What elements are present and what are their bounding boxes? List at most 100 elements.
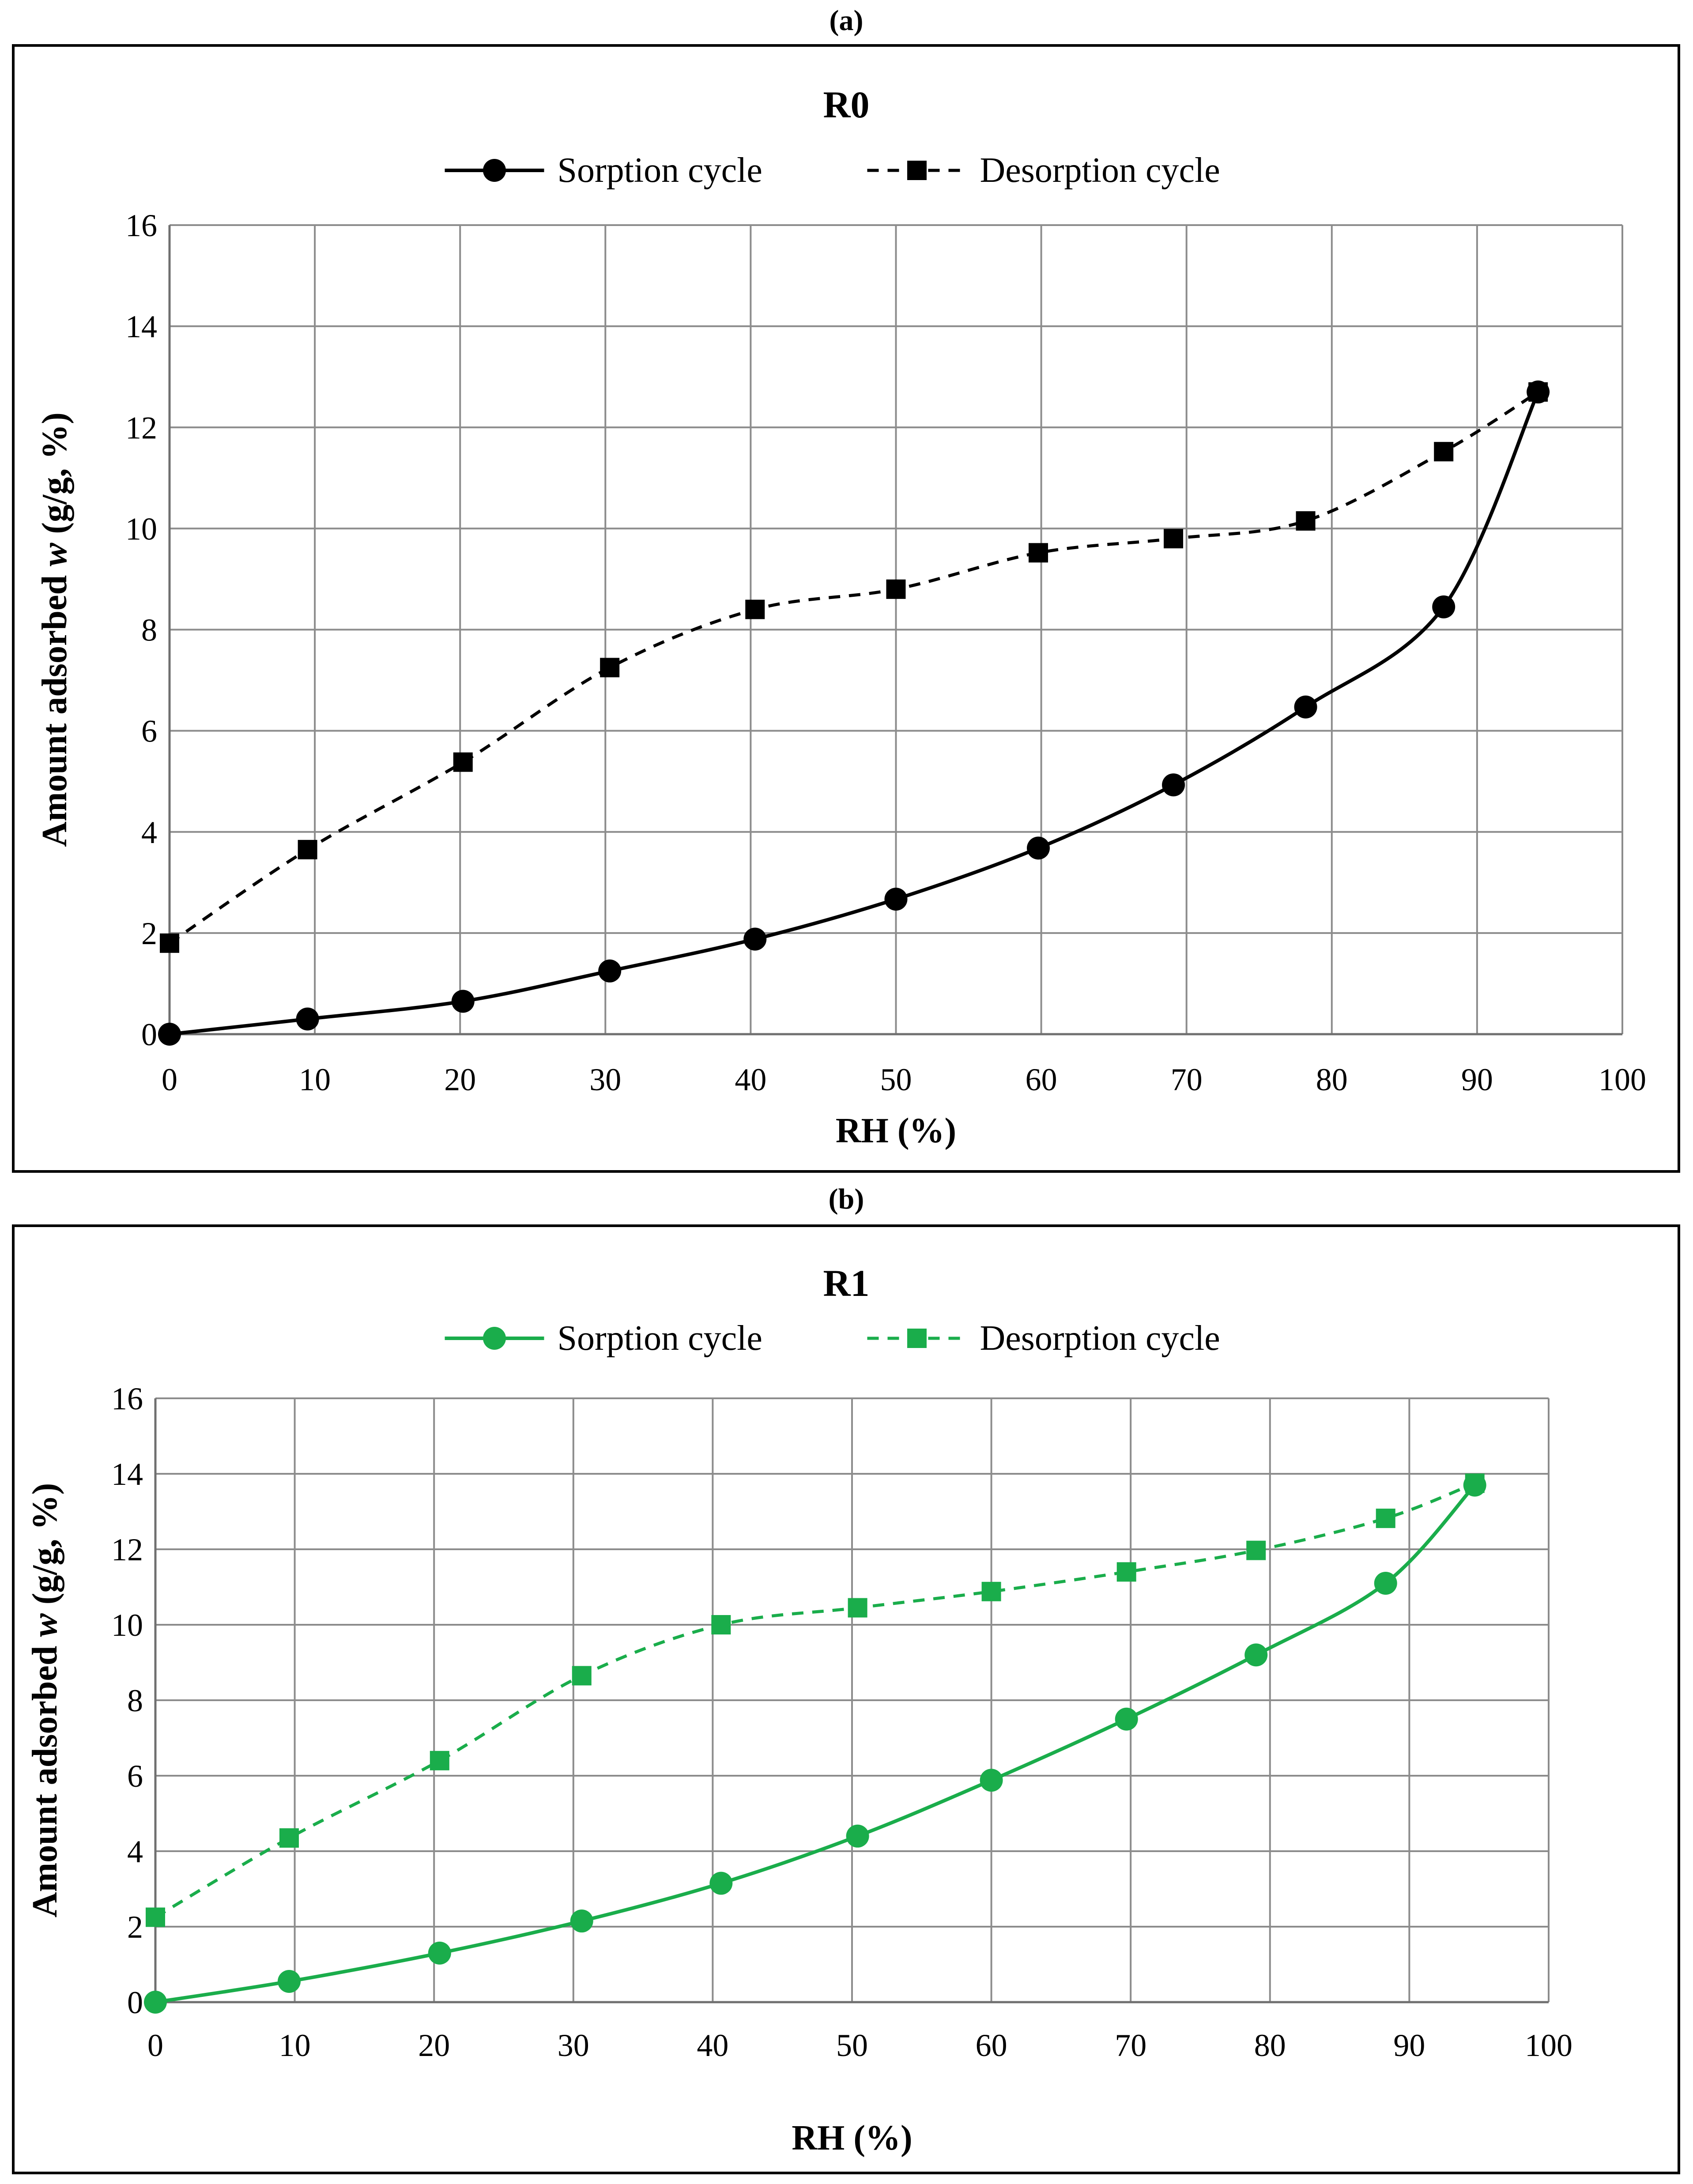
x-tick-label: 10 [299, 1062, 331, 1097]
sorption-data-point [709, 1871, 733, 1895]
x-axis-title: RH (%) [836, 1111, 956, 1150]
sorption-data-point [158, 1023, 181, 1046]
chart-title-r1: R1 [823, 1262, 869, 1304]
chart-panel-r1: R1 0 2 4 6 8 10 12 14 16 0 10 20 30 40 50 60 70 80 90 100 RH… [12, 1224, 1680, 2174]
sorption-data-point [1162, 773, 1185, 797]
desorption-data-point [1029, 543, 1048, 563]
desorption-data-point [430, 1751, 449, 1770]
desorption-data-point [1376, 1508, 1395, 1528]
chart-frame-r1 [12, 1224, 1680, 2174]
x-tick-label: 30 [558, 2028, 589, 2063]
desorption-data-point [572, 1666, 592, 1686]
y-tick-label: 10 [111, 1608, 143, 1643]
legend-label-sorption: Sorption cycle [558, 151, 762, 190]
desorption-data-point [160, 933, 179, 953]
sorption-data-point [451, 990, 475, 1013]
desorption-data-point [711, 1615, 731, 1634]
sorption-data-point [980, 1769, 1003, 1792]
y-tick-label: 2 [127, 1909, 143, 1945]
sorption-data-point [884, 888, 908, 911]
x-tick-label: 60 [976, 2028, 1007, 2063]
y-tick-label: 12 [111, 1532, 143, 1567]
y-axis-title-prefix: Amount adsorbed [26, 1637, 64, 1918]
sorption-data-point [1294, 695, 1317, 719]
y-axis-title-variable: w [35, 542, 74, 566]
y-tick-label: 6 [141, 714, 157, 749]
desorption-data-point [981, 1582, 1001, 1601]
desorption-data-point [453, 752, 473, 772]
sorption-data-point [1432, 595, 1455, 618]
x-tick-label: 0 [162, 1062, 177, 1097]
legend-marker-sorption [483, 159, 506, 182]
y-axis-title-variable: w [26, 1613, 64, 1637]
x-tick-label: 100 [1599, 1062, 1646, 1097]
chart-frame-r0 [12, 44, 1680, 1173]
x-tick-label: 50 [880, 1062, 912, 1097]
sorption-data-point [428, 1941, 451, 1965]
y-axis-title: Amount adsorbed w (g/g, %) [35, 412, 74, 847]
y-tick-label: 0 [141, 1017, 157, 1052]
x-tick-label: 90 [1461, 1062, 1493, 1097]
legend-marker-desorption [907, 1329, 927, 1348]
y-tick-label: 8 [127, 1683, 143, 1718]
sorption-data-point [1244, 1643, 1268, 1667]
y-tick-label: 4 [127, 1834, 143, 1869]
chart-panel-r0: R0 0 2 4 6 8 10 12 14 16 0 10 20 30 40 50 60 70 80 90 100 RH… [12, 44, 1680, 1173]
x-axis-title: RH (%) [792, 2119, 912, 2158]
y-tick-label: 4 [141, 815, 157, 850]
sorption-data-point [1115, 1707, 1138, 1731]
y-axis-title-prefix: Amount adsorbed [35, 566, 74, 847]
sorption-data-point [846, 1824, 869, 1848]
desorption-data-point [848, 1598, 867, 1618]
x-tick-label: 0 [147, 2028, 163, 2063]
desorption-data-point [1116, 1562, 1136, 1582]
desorption-data-point [279, 1828, 299, 1848]
desorption-data-point [146, 1907, 165, 1927]
desorption-data-point [1296, 511, 1316, 531]
panel-label-b: (b) [829, 1183, 864, 1215]
y-tick-label: 0 [127, 1985, 143, 2020]
y-tick-label: 14 [125, 309, 157, 344]
y-tick-label: 8 [141, 613, 157, 648]
x-tick-label: 40 [697, 2028, 728, 2063]
sorption-data-point [1374, 1571, 1397, 1595]
desorption-data-point [745, 599, 765, 619]
y-tick-label: 16 [125, 208, 157, 243]
x-tick-label: 90 [1393, 2028, 1425, 2063]
desorption-data-point [1465, 1473, 1485, 1493]
sorption-data-point [296, 1007, 319, 1031]
x-tick-label: 20 [418, 2028, 450, 2063]
desorption-data-point [1164, 529, 1184, 549]
y-tick-label: 6 [127, 1758, 143, 1794]
chart-title-r0: R0 [823, 83, 869, 126]
desorption-data-point [1528, 382, 1548, 402]
desorption-data-point [1246, 1540, 1266, 1560]
x-tick-label: 100 [1525, 2028, 1572, 2063]
sorption-data-point [1027, 836, 1050, 860]
sorption-data-point [743, 927, 767, 951]
panel-label-a: (a) [830, 4, 863, 37]
x-tick-label: 80 [1254, 2028, 1286, 2063]
x-tick-label: 70 [1115, 2028, 1146, 2063]
desorption-data-point [600, 658, 620, 678]
sorption-data-point [598, 959, 622, 983]
x-tick-label: 30 [589, 1062, 621, 1097]
legend-label-desorption: Desorption cycle [980, 151, 1220, 190]
y-tick-label: 12 [125, 410, 157, 445]
y-tick-label: 14 [111, 1457, 143, 1492]
series-line-sorption [169, 391, 1540, 1036]
sorption-data-point [144, 1991, 167, 2014]
y-axis-title-suffix: (g/g, %) [35, 412, 74, 543]
y-axis-title: Amount adsorbed w (g/g, %) [26, 1483, 64, 1918]
x-tick-label: 60 [1026, 1062, 1057, 1097]
series-line-desorption [169, 391, 1539, 945]
legend-marker-desorption [907, 161, 927, 180]
desorption-data-point [886, 579, 906, 599]
sorption-data-point [277, 1969, 301, 1993]
x-tick-label: 50 [836, 2028, 868, 2063]
legend-label-sorption: Sorption cycle [558, 1319, 762, 1358]
legend-marker-sorption [483, 1327, 506, 1350]
x-tick-label: 40 [735, 1062, 766, 1097]
